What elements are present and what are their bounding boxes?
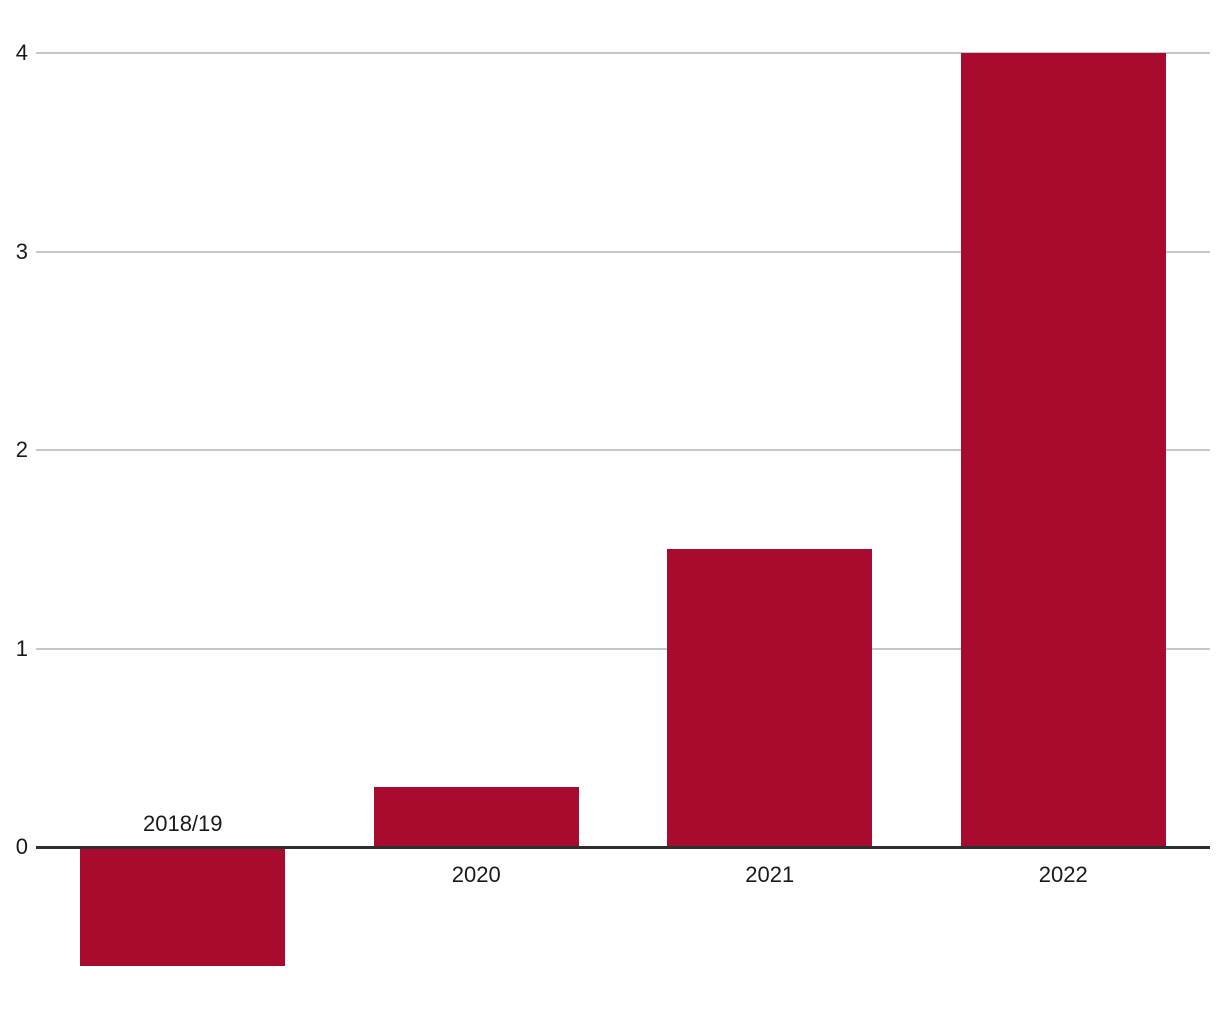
gridline	[36, 52, 1210, 54]
bar-2020	[373, 787, 579, 847]
x-axis-zero-line	[36, 845, 1210, 849]
gridline	[36, 250, 1210, 253]
y-axis-tick-label: 3	[15, 238, 28, 264]
bar-2018-19	[80, 847, 286, 967]
gridline	[36, 647, 1210, 650]
x-axis-label: 2022	[1038, 862, 1088, 887]
gridline	[36, 449, 1210, 451]
x-axis-label: 2018/19	[142, 811, 223, 836]
y-axis-tick-label: 0	[15, 834, 28, 859]
y-axis-tick-label: 4	[15, 40, 28, 65]
x-axis-label: 2021	[745, 862, 795, 887]
y-axis-tick-label: 2	[15, 437, 28, 462]
x-axis-label: 2020	[451, 862, 501, 887]
bar-2022	[960, 53, 1166, 847]
y-axis-tick-label: 1	[15, 635, 28, 661]
bar-2021	[667, 549, 873, 847]
